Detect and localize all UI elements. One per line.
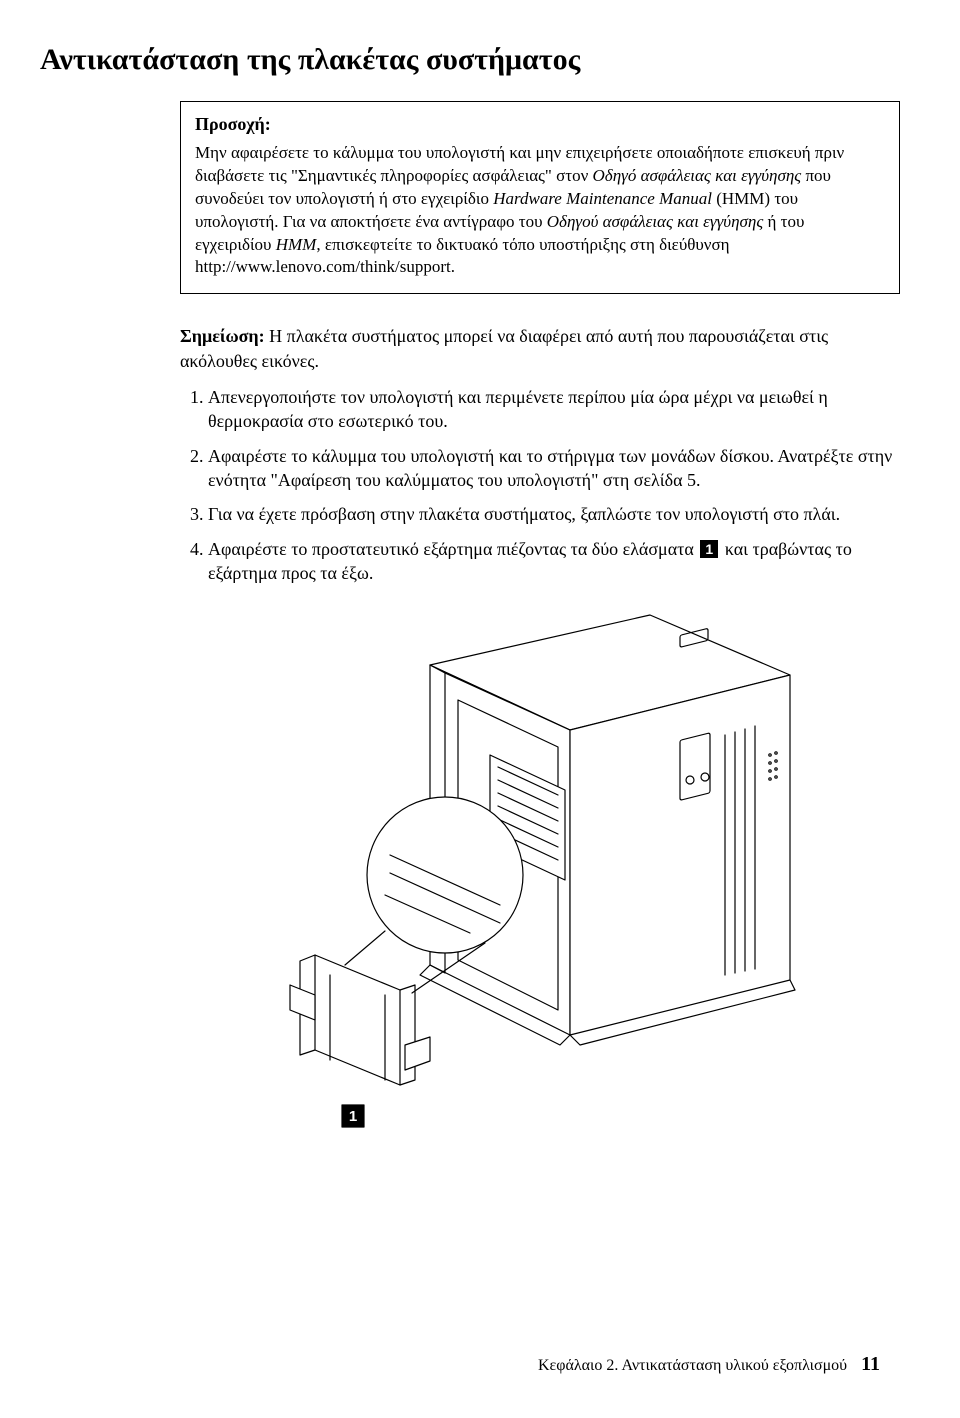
footer-page-number: 11 [861,1353,880,1375]
step-4-text-a: Αφαιρέστε το προστατευτικό εξάρτημα πιέζ… [208,539,698,559]
note-text: Η πλακέτα συστήματος μπορεί να διαφέρει … [180,326,828,370]
page-footer: Κεφάλαιο 2. Αντικατάσταση υλικού εξοπλισ… [40,1351,900,1378]
figure-callout-label: 1 [349,1108,357,1125]
caution-heading: Προσοχή: [195,112,885,136]
step-3: Για να έχετε πρόσβαση στην πλακέτα συστή… [208,502,900,526]
steps-list: Απενεργοποιήστε τον υπολογιστή και περιμ… [180,385,900,585]
caution-box: Προσοχή: Μην αφαιρέσετε το κάλυμμα του υ… [180,101,900,295]
step-1: Απενεργοποιήστε τον υπολογιστή και περιμ… [208,385,900,434]
step-4: Αφαιρέστε το προστατευτικό εξάρτημα πιέζ… [208,537,900,586]
step-2: Αφαιρέστε το κάλυμμα του υπολογιστή και … [208,444,900,493]
caution-italic-4: HMM [276,235,317,254]
note-block: Σημείωση: Η πλακέτα συστήματος μπορεί να… [180,324,900,373]
caution-italic-2: Hardware Maintenance Manual [493,189,712,208]
step-4-callout-icon: 1 [700,540,718,558]
caution-italic-1: Οδηγό ασφάλειας και εγγύησης [593,166,802,185]
computer-illustration: 1 [220,605,900,1151]
caution-italic-3: Οδηγού ασφάλειας και εγγύησης [547,212,763,231]
footer-chapter: Κεφάλαιο 2. Αντικατάσταση υλικού εξοπλισ… [538,1357,847,1374]
page-title: Αντικατάσταση της πλακέτας συστήματος [40,40,900,81]
caution-body: Μην αφαιρέσετε το κάλυμμα του υπολογιστή… [195,142,885,280]
note-label: Σημείωση: [180,326,265,346]
